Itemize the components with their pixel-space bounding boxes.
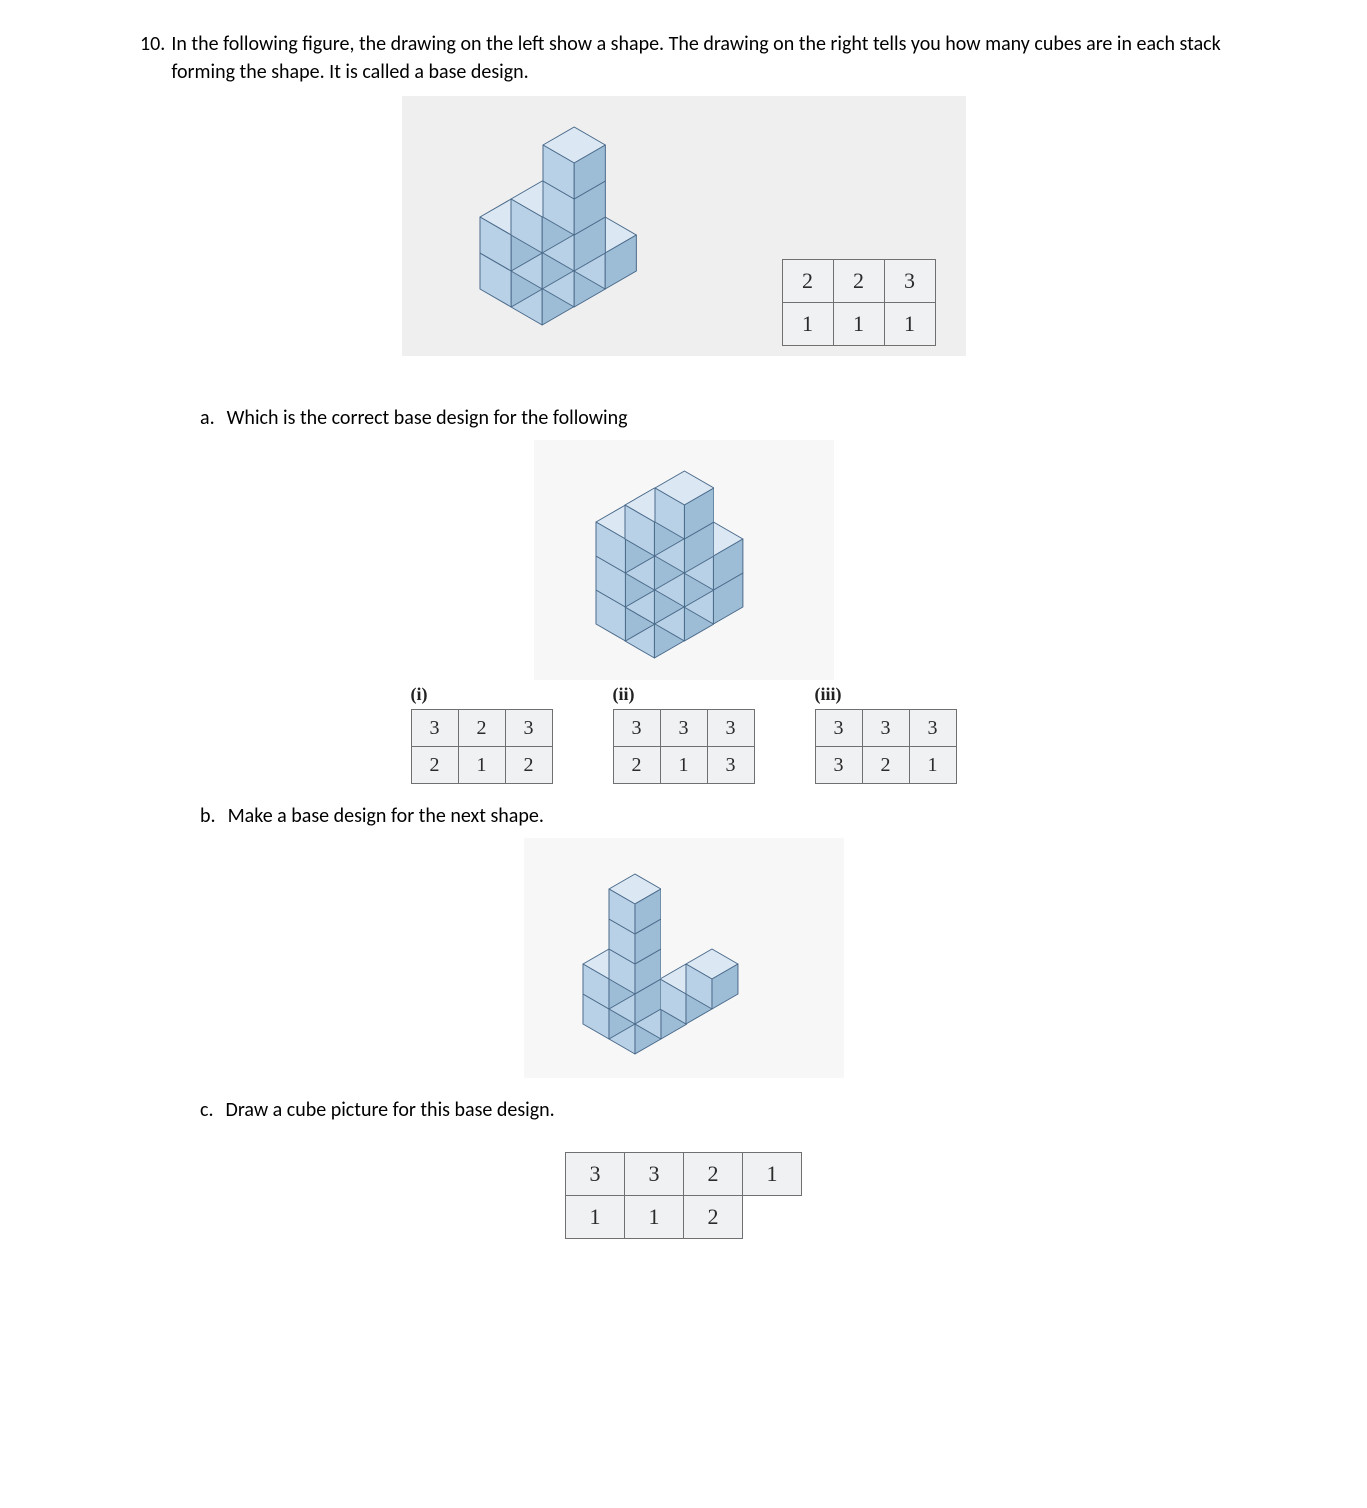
grid-cell: 1 <box>782 303 833 346</box>
page: 10. In the following figure, the drawing… <box>0 0 1367 1508</box>
grid-cell: 1 <box>909 747 956 784</box>
grid-cell: 3 <box>707 710 754 747</box>
part-a: a. Which is the correct base design for … <box>200 406 1227 430</box>
grid-cell: 2 <box>411 747 458 784</box>
grid-cell: 1 <box>833 303 884 346</box>
grid-cell: 2 <box>862 747 909 784</box>
grid-cell: 1 <box>660 747 707 784</box>
part-b-letter: b. <box>200 804 216 828</box>
grid-cell: 3 <box>815 710 862 747</box>
question-number: 10. <box>140 30 165 58</box>
grid-cell: 2 <box>782 260 833 303</box>
option-grid: 333321 <box>815 709 957 784</box>
part-a-shape-row <box>140 440 1227 680</box>
grid-cell: 3 <box>411 710 458 747</box>
grid-cell: 3 <box>862 710 909 747</box>
part-b-text: Make a base design for the next shape. <box>228 804 544 828</box>
cube <box>654 470 715 540</box>
grid-cell: 3 <box>815 747 862 784</box>
grid-cell: 1 <box>743 1153 802 1196</box>
option-label: (ii) <box>613 684 635 705</box>
intro-scan: 223111 <box>402 96 966 356</box>
grid-cell: 2 <box>684 1153 743 1196</box>
intro-figure: 223111 <box>140 96 1227 356</box>
grid-cell: 1 <box>458 747 505 784</box>
grid-cell: 3 <box>909 710 956 747</box>
part-b-shape-row <box>140 838 1227 1078</box>
grid-cell: 2 <box>458 710 505 747</box>
part-a-iso-shape <box>554 450 814 670</box>
grid-cell: 2 <box>505 747 552 784</box>
part-b-scan <box>524 838 844 1078</box>
option-i: (i) 323212 <box>411 684 553 784</box>
part-a-letter: a. <box>200 406 215 430</box>
grid-cell: 1 <box>884 303 935 346</box>
option-grid: 323212 <box>411 709 553 784</box>
option-grid: 333213 <box>613 709 755 784</box>
part-c-base-design: 3321112 <box>565 1152 802 1239</box>
intro-iso-shape <box>432 106 732 346</box>
part-b: b. Make a base design for the next shape… <box>200 804 1227 828</box>
option-label: (iii) <box>815 684 842 705</box>
grid-cell: 3 <box>613 710 660 747</box>
grid-cell: 1 <box>625 1196 684 1239</box>
cube <box>608 873 662 935</box>
cube <box>685 948 739 1010</box>
grid-cell: 3 <box>660 710 707 747</box>
grid-cell: 3 <box>884 260 935 303</box>
part-c-text: Draw a cube picture for this base design… <box>226 1098 555 1122</box>
grid-cell: 1 <box>566 1196 625 1239</box>
question-row: 10. In the following figure, the drawing… <box>140 30 1227 86</box>
part-c: c. Draw a cube picture for this base des… <box>200 1098 1227 1122</box>
option-label: (i) <box>411 684 428 705</box>
part-a-options: (i) 323212 (ii) 333213 (iii) 333321 <box>140 684 1227 784</box>
grid-cell: 3 <box>707 747 754 784</box>
cube <box>542 126 606 200</box>
part-b-iso-shape <box>544 848 824 1068</box>
question-text: In the following figure, the drawing on … <box>171 30 1227 86</box>
option-ii: (ii) 333213 <box>613 684 755 784</box>
grid-cell: 2 <box>613 747 660 784</box>
grid-cell <box>743 1196 802 1239</box>
grid-cell: 3 <box>505 710 552 747</box>
part-a-text: Which is the correct base design for the… <box>227 406 628 430</box>
part-a-scan <box>534 440 834 680</box>
part-c-grid-row: 3321112 <box>140 1152 1227 1239</box>
grid-cell: 3 <box>625 1153 684 1196</box>
intro-base-design: 223111 <box>782 259 936 346</box>
part-c-letter: c. <box>200 1098 214 1122</box>
grid-cell: 2 <box>684 1196 743 1239</box>
grid-cell: 3 <box>566 1153 625 1196</box>
grid-cell: 2 <box>833 260 884 303</box>
option-iii: (iii) 333321 <box>815 684 957 784</box>
